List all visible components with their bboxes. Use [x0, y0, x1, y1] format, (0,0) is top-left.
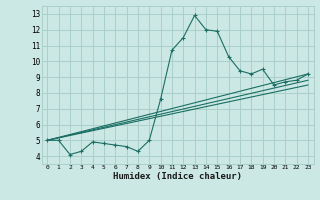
X-axis label: Humidex (Indice chaleur): Humidex (Indice chaleur) — [113, 172, 242, 181]
